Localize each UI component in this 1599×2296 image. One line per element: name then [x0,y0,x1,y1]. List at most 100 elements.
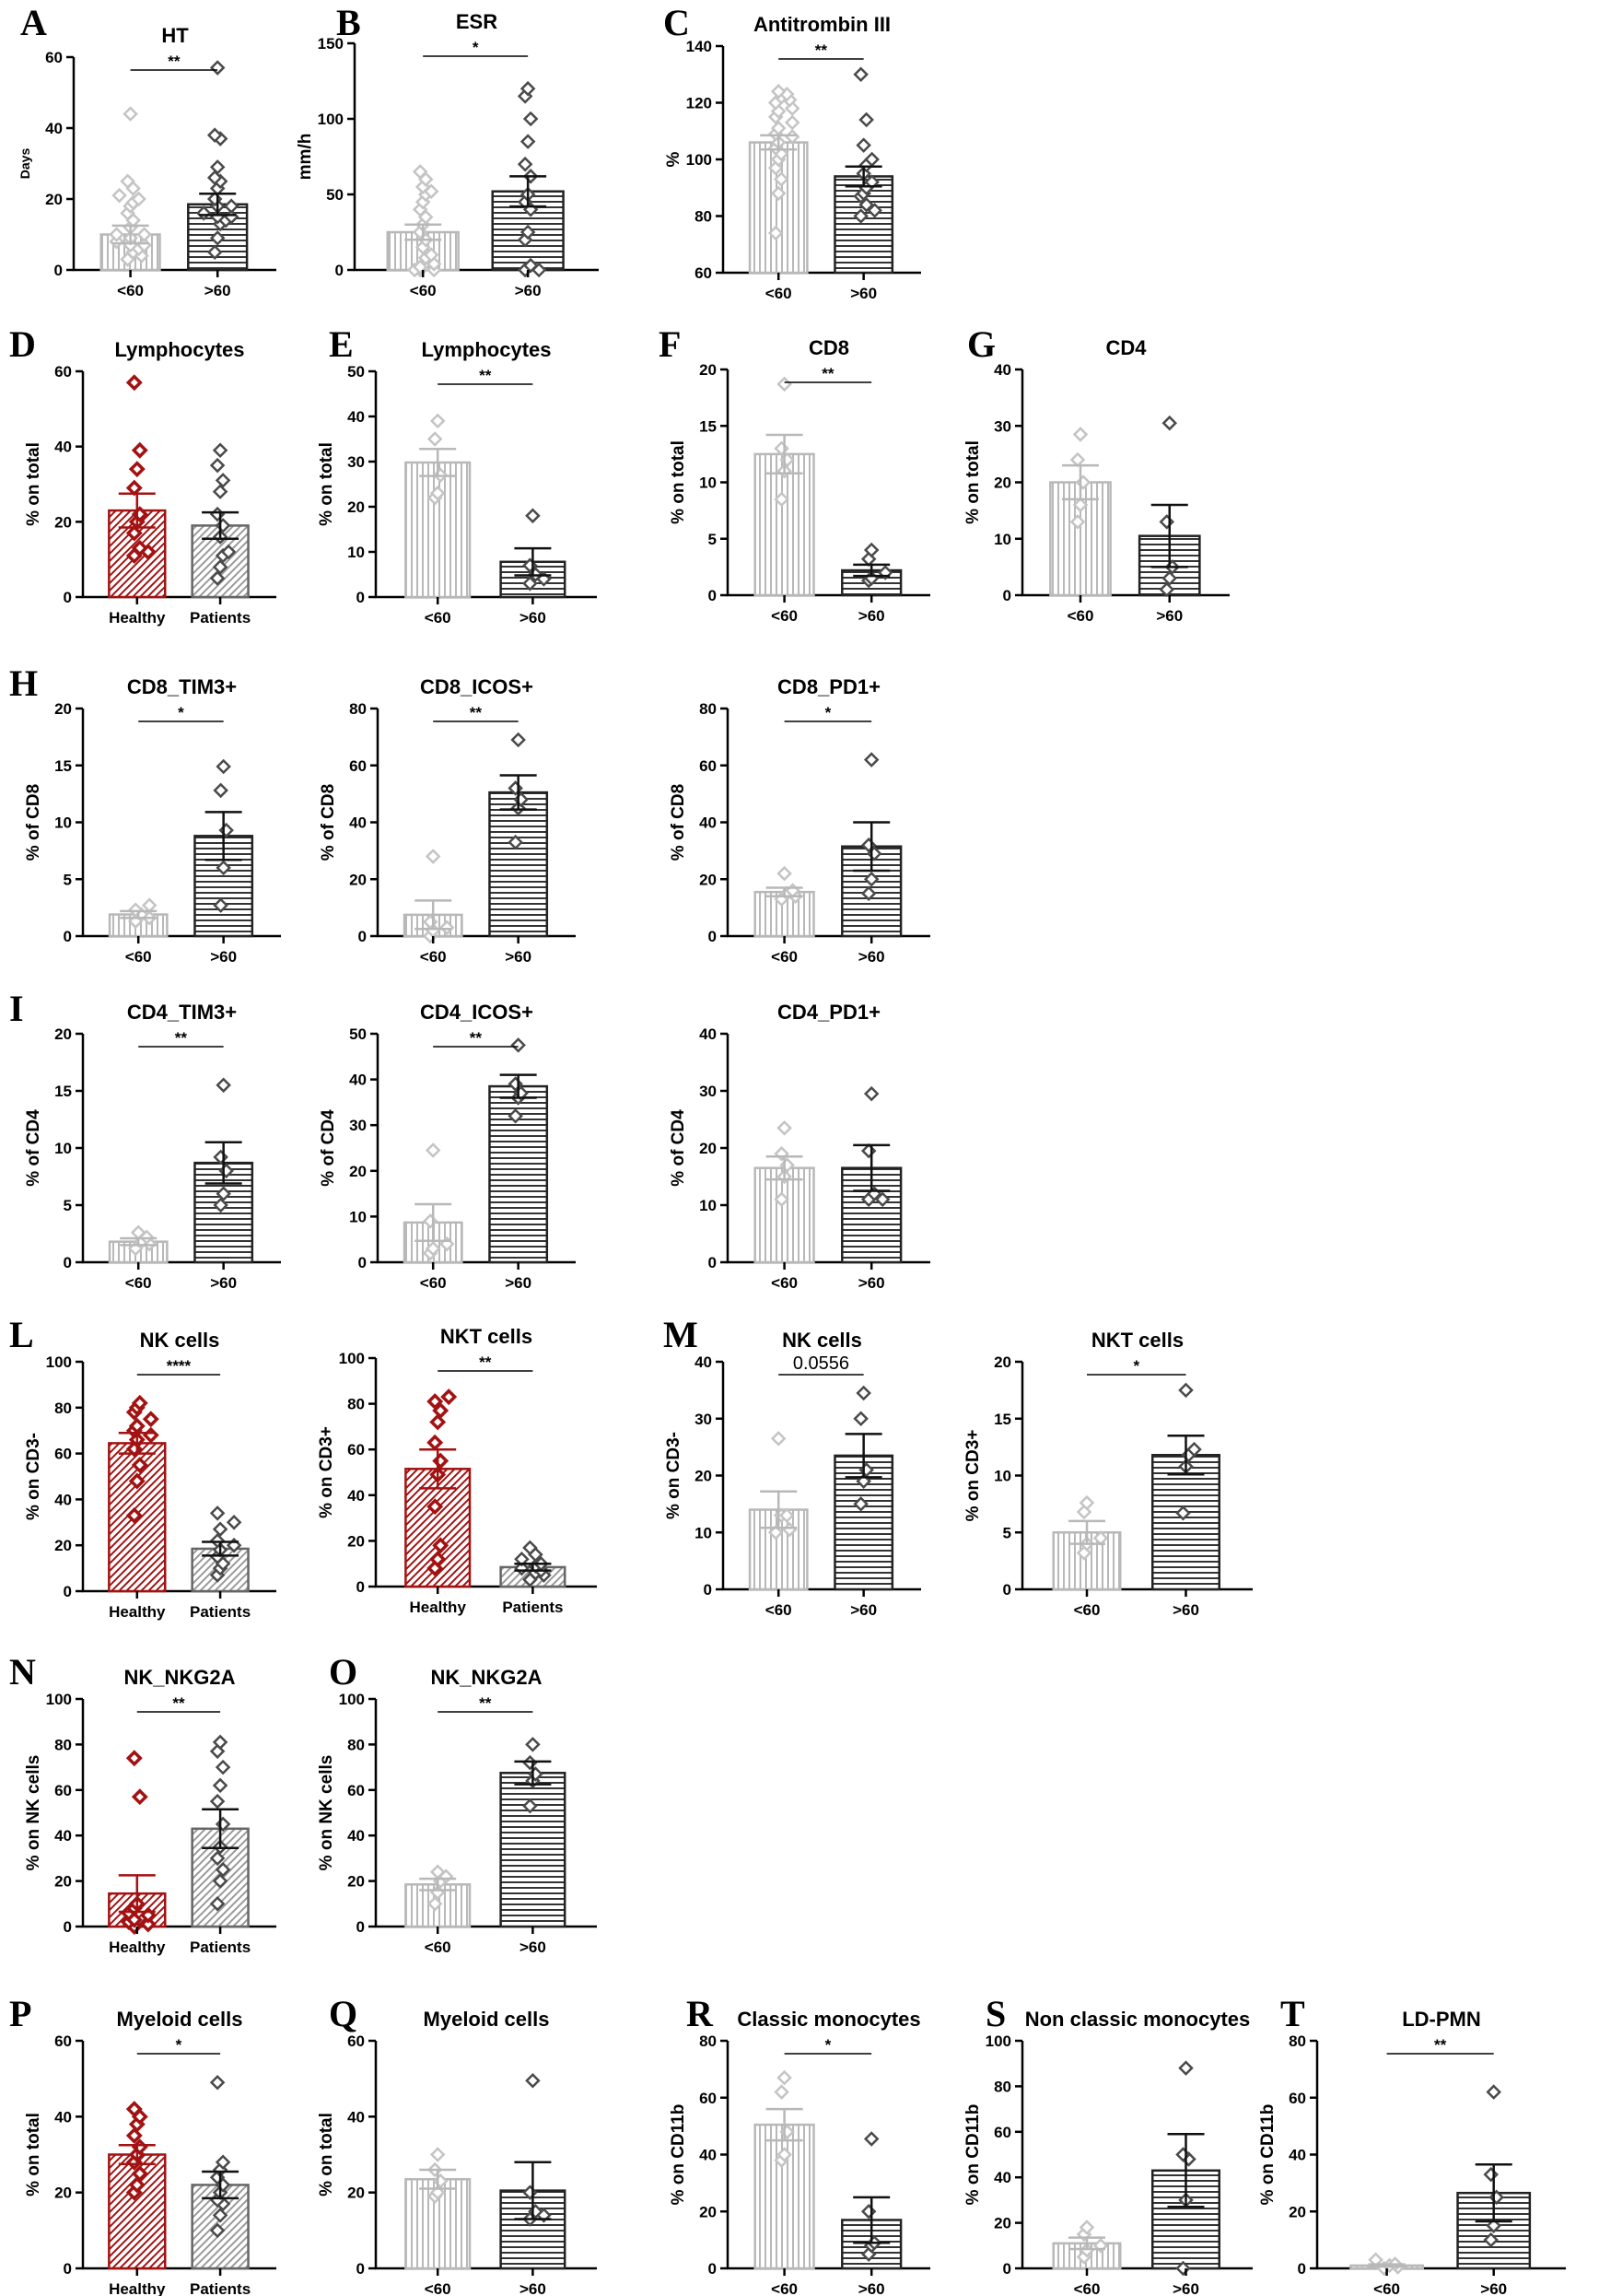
y-tick-label: 0 [356,1578,365,1596]
data-point [860,2203,877,2220]
y-axis-label: % of CD8 [669,784,688,861]
y-tick-label: 20 [54,1025,72,1043]
y-axis-label: % on total [24,442,43,526]
data-point [212,484,228,499]
x-tick-label: <60 [1074,1601,1101,1619]
y-tick-label: 60 [347,1782,365,1799]
y-tick-label: 80 [54,1400,72,1417]
y-tick-label: 80 [347,1396,365,1413]
y-tick-label: 40 [699,1025,717,1043]
y-tick-label: 80 [347,1736,365,1753]
data-point [125,2126,143,2144]
y-tick-label: 30 [694,1411,712,1428]
panel-i1: I CD4_TIM3+ 0 5 10 15 20 % of CD4 <60 >60 ** [9,988,281,1292]
panel-f: F CD8 0 5 10 15 20 % on total <60 >60 ** [659,323,930,625]
x-tick-label: >60 [1173,2280,1199,2296]
significance-label: 0.0556 [793,1353,849,1374]
x-tick-label: >60 [519,609,546,627]
bar [488,791,549,938]
data-point [131,191,146,207]
data-point [125,1750,143,1767]
y-tick-label: 10 [54,1140,72,1157]
y-tick-label: 100 [46,1691,72,1708]
data-point [429,413,446,429]
data-point [767,225,784,241]
panel-b: B ESR 0 50 100 150 mm/h <60 >60 * [296,2,599,299]
data-point [426,1434,444,1451]
data-point [853,66,869,83]
data-point [426,1393,444,1411]
panel-e: E Lymphocytes 0 10 20 30 40 50 % on total <60 >60 *… [317,323,597,627]
y-tick-label: 30 [349,1117,367,1134]
x-tick-label: <60 [1068,607,1094,625]
data-point [220,544,237,560]
significance-label: * [825,2036,832,2054]
data-point [139,1915,157,1933]
panel-i3: CD4_PD1+ 0 10 20 30 40 % of CD4 <60 >60 [669,1001,930,1292]
data-point [432,1452,449,1470]
y-tick-label: 20 [54,1537,72,1554]
y-tick-label: 40 [347,408,365,426]
data-point [1483,2232,1499,2248]
x-tick-label: Patients [190,1603,251,1621]
y-tick-label: 60 [694,264,712,282]
x-tick-label: Patients [190,1939,251,1956]
chart-title: Lymphocytes [114,338,244,361]
chart-title: NKT cells [1091,1329,1184,1352]
y-tick-label: 80 [699,700,717,718]
data-point [774,2084,789,2100]
y-tick-label: 20 [347,2185,365,2202]
data-point [774,1145,789,1162]
data-point [209,2222,226,2239]
y-tick-label: 5 [708,531,717,548]
data-point [209,570,226,586]
y-axis-label: % on total [24,2113,43,2196]
x-tick-label: >60 [204,282,231,299]
y-tick-label: 40 [694,1353,712,1371]
y-tick-label: 15 [994,1411,1011,1428]
y-tick-label: 60 [349,757,367,775]
y-tick-label: 15 [54,757,72,775]
y-axis-label: % on CD11b [669,2104,688,2206]
y-tick-label: 60 [347,1441,365,1458]
chart-title: Myeloid cells [117,2008,243,2031]
data-point [128,2176,146,2194]
data-point [867,203,882,218]
panel-letter: G [967,323,996,365]
data-point [215,1861,231,1878]
data-point [514,1551,530,1567]
y-tick-label: 30 [994,417,1011,435]
y-tick-label: 0 [356,589,365,606]
panel-a: A HT 0 20 40 60 Days <60 >60 ** [18,2,276,299]
data-point [125,2101,143,2118]
data-point [1178,1382,1194,1399]
data-point [770,185,787,202]
x-tick-label: >60 [858,948,885,966]
data-point [213,897,228,913]
y-axis-label: mm/h [296,134,315,181]
data-point [853,208,869,224]
data-point [131,441,148,459]
panel-s: S Non classic monocytes 0 20 40 60 80 100 % on C… [963,1993,1253,2296]
y-tick-label: 20 [54,513,72,531]
panel-letter: Q [329,1993,357,2034]
y-axis-label: % of CD4 [24,1109,43,1187]
data-point [860,1142,877,1159]
data-point [1069,451,1086,468]
y-tick-label: 0 [708,928,717,945]
data-point [1486,2218,1501,2233]
data-point [767,1524,784,1540]
panel-l1: L NK cells 0 20 40 60 80 100 % on CD3- Healthy Pat… [9,1314,276,1621]
data-point [125,479,143,497]
y-axis-label: % on NK cells [24,1755,43,1871]
x-tick-label: <60 [425,2280,451,2296]
significance-label: ** [815,41,828,59]
panel-letter: R [686,1993,714,2034]
x-tick-label: Healthy [109,2280,166,2296]
data-point [1072,427,1089,442]
data-point [111,187,127,204]
data-point [776,865,792,882]
panel-h2: CD8_ICOS+ 0 20 40 60 80 % of CD8 <60 >60 ** [319,675,576,966]
y-tick-label: 50 [347,363,365,381]
y-tick-label: 0 [64,928,72,945]
